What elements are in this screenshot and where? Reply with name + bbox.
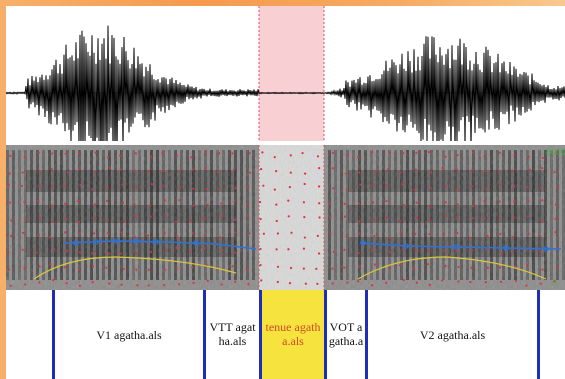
pitch-track-2 xyxy=(357,256,547,280)
interval-label-v1[interactable]: V1 agatha.als xyxy=(96,328,162,342)
interval-label-tenue[interactable]: tenue agath a.als xyxy=(265,320,321,348)
boundary-3[interactable] xyxy=(259,290,262,379)
interval-label-vtt[interactable]: VTT agat ha.als xyxy=(209,320,256,348)
boundary-1[interactable] xyxy=(52,290,55,379)
interval-highlight[interactable] xyxy=(260,290,324,379)
interval-label-vot[interactable]: VOT a gatha.a xyxy=(328,320,364,348)
formant-markers xyxy=(73,238,549,252)
praat-editor: 8000 0 V1 agatha.als VTT agat ha.als ten… xyxy=(6,6,565,379)
spectrogram-axis-bottom: 0 xyxy=(552,278,557,288)
formant-dots xyxy=(7,151,560,287)
waveform-signal xyxy=(6,25,565,141)
selection-highlight-spectrogram[interactable] xyxy=(259,145,324,290)
boundary-2[interactable] xyxy=(203,290,206,379)
spectrogram-panel[interactable]: 8000 0 xyxy=(6,145,565,290)
selection-highlight-waveform[interactable] xyxy=(259,6,324,141)
spectrogram-texture xyxy=(6,145,565,290)
textgrid-tier[interactable]: V1 agatha.als VTT agat ha.als tenue agat… xyxy=(6,290,565,379)
spectrogram-axis-top: 8000 xyxy=(546,147,565,157)
waveform-panel[interactable] xyxy=(6,6,565,141)
boundary-4[interactable] xyxy=(324,290,327,379)
boundary-6[interactable] xyxy=(537,290,540,379)
boundary-5[interactable] xyxy=(365,290,368,379)
formant-track-2 xyxy=(360,242,562,250)
interval-label-v2[interactable]: V2 agatha.als xyxy=(419,328,486,342)
pitch-track-1 xyxy=(33,256,237,280)
